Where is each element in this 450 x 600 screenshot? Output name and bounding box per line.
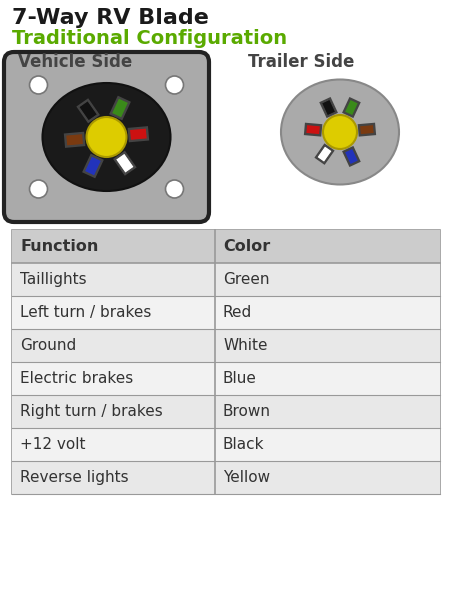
Polygon shape [360,125,374,135]
Ellipse shape [42,83,171,191]
Text: Brown: Brown [223,404,271,419]
Bar [12,230,440,494]
Text: Red: Red [223,305,252,320]
Text: Function: Function [20,239,99,254]
Text: Reverse lights: Reverse lights [20,470,129,485]
Text: Yellow: Yellow [223,470,270,485]
FancyBboxPatch shape [4,52,209,222]
Polygon shape [344,148,359,165]
Polygon shape [116,153,134,173]
Bar [12,230,440,263]
Text: Ground: Ground [20,338,76,353]
Circle shape [323,115,357,149]
Text: Green: Green [223,272,270,287]
Polygon shape [360,125,374,135]
Polygon shape [317,146,332,163]
Polygon shape [322,99,336,116]
Bar [12,395,440,428]
Bar [12,362,440,395]
Text: Traditional Configuration: Traditional Configuration [12,29,287,48]
Polygon shape [344,148,359,165]
Polygon shape [344,99,359,116]
Text: Trailer Side: Trailer Side [248,53,355,71]
Bar [12,428,440,461]
Text: White: White [223,338,267,353]
Polygon shape [322,99,336,116]
Circle shape [166,76,184,94]
Text: Left turn / brakes: Left turn / brakes [20,305,151,320]
Polygon shape [85,156,102,176]
Text: Vehicle Side: Vehicle Side [18,53,132,71]
Polygon shape [306,125,320,135]
Text: Black: Black [223,437,265,452]
Bar [12,329,440,362]
Bar [12,263,440,296]
Polygon shape [130,128,147,140]
Polygon shape [66,134,84,146]
Text: Taillights: Taillights [20,272,86,287]
Text: Color: Color [223,239,270,254]
Bar [12,461,440,494]
Polygon shape [112,98,129,118]
Polygon shape [79,101,98,121]
Polygon shape [79,101,98,121]
Polygon shape [66,134,84,146]
Text: Electric brakes: Electric brakes [20,371,133,386]
Text: +12 volt: +12 volt [20,437,86,452]
Polygon shape [116,153,134,173]
Polygon shape [317,146,332,163]
Text: 7-Way RV Blade: 7-Way RV Blade [12,8,209,28]
Polygon shape [130,128,147,140]
Bar [12,296,440,329]
Polygon shape [112,98,129,118]
Circle shape [30,76,48,94]
Circle shape [86,117,126,157]
Ellipse shape [281,79,399,185]
Circle shape [30,180,48,198]
Text: Blue: Blue [223,371,257,386]
Circle shape [166,180,184,198]
Polygon shape [344,99,359,116]
Polygon shape [85,156,102,176]
Polygon shape [306,125,320,135]
Text: Right turn / brakes: Right turn / brakes [20,404,163,419]
